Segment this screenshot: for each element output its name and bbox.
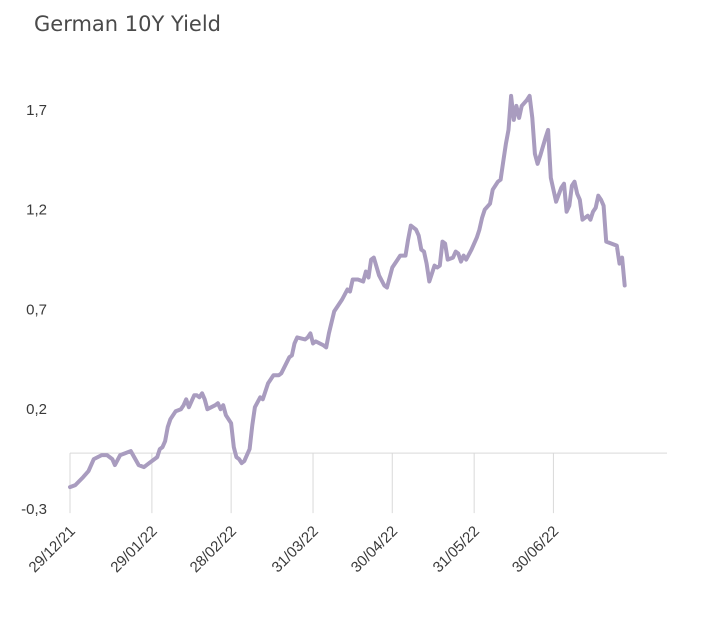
x-tick-label: 29/01/22 [107,523,160,576]
yield-series-line [68,93,627,490]
chart-title: German 10Y Yield [34,12,221,36]
x-axis-ticks: 29/12/21 29/01/22 28/02/22 31/03/22 30/04/22… [26,523,563,576]
y-tick-label: 1,2 [26,202,47,219]
y-tick-label: 0,2 [26,401,47,418]
x-tick-label: 30/04/22 [348,523,401,576]
y-tick-label: 1,7 [26,102,47,119]
y-tick-label: -0,3 [21,501,47,518]
y-axis-ticks: 1,7 1,2 0,7 0,2 -0,3 [21,102,47,518]
x-tick-label: 29/12/21 [26,523,79,576]
x-tick-label: 31/03/22 [269,523,322,576]
x-tick-label: 30/06/22 [509,523,562,576]
y-tick-label: 0,7 [26,301,47,318]
x-tick-label: 28/02/22 [187,523,240,576]
x-axis-tick-marks [69,453,554,514]
x-tick-label: 31/05/22 [430,523,483,576]
